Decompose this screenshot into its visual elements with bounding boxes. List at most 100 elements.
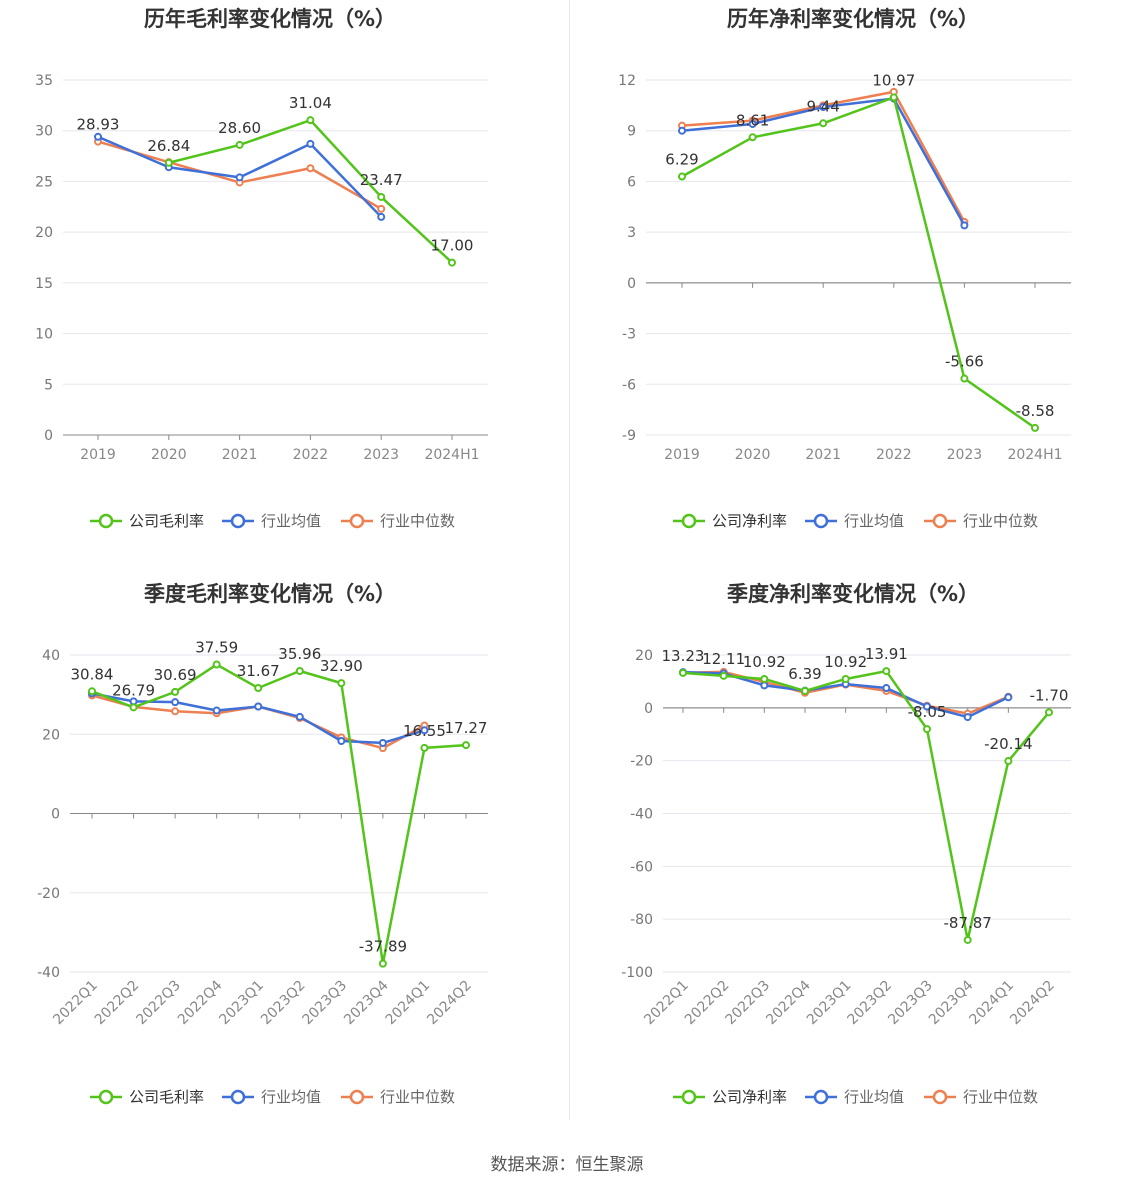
legend-label: 行业均值 [844,512,904,530]
series-point-0 [882,667,891,676]
series-line-0 [681,96,1036,429]
series-point-0 [1045,708,1053,717]
chart-title: 历年净利率变化情况（%） [727,7,979,31]
data-label: 12.11 [702,650,745,668]
panel-divider [569,0,570,1120]
y-tick-label: 9 [627,124,636,140]
data-label: -8.58 [1016,402,1055,420]
legend-label: 行业中位数 [963,512,1038,530]
legend-label: 行业均值 [844,1088,904,1106]
data-label: -20.14 [984,735,1032,753]
y-tick-label: -80 [630,912,653,928]
x-tick-label: 2023 [947,447,983,463]
series-point-1 [306,139,315,148]
data-label: 35.96 [278,645,321,663]
y-tick-label: 3 [627,225,636,241]
legend-marker [813,513,829,529]
data-label: 13.91 [865,645,908,663]
legend-label: 行业均值 [261,512,321,530]
legend-marker [813,1089,829,1105]
x-tick-label: 2022Q4 [175,977,226,1028]
chart-annual-gross-margin: 历年毛利率变化情况（%） 0 5 10 15 20 25 30 35 2019 2020 2021 20… [0,0,567,575]
data-label: 10.92 [824,653,867,671]
x-tick-label: 2023Q2 [258,978,309,1029]
series-point-0 [378,959,387,968]
data-label: 31.04 [289,94,332,112]
y-tick-label: -6 [622,377,636,393]
series-point-0 [960,374,969,383]
legend-marker [681,513,697,529]
legend-label: 行业均值 [261,1088,321,1106]
series-point-1 [420,726,429,735]
chart-title: 季度毛利率变化情况（%） [144,582,396,606]
series-point-0 [420,743,429,752]
x-tick-label: 2022Q2 [92,978,143,1029]
legend-marker [230,1089,246,1105]
y-tick-label: -60 [630,859,653,875]
y-tick-label: 40 [42,648,60,664]
x-tick-label: 2022Q1 [50,978,101,1029]
series-point-1 [1004,693,1013,702]
series-point-0 [719,671,728,680]
series-point-2 [377,204,386,213]
y-tick-label: 5 [44,377,53,393]
series-point-1 [378,738,387,747]
chart-annual-gross-margin-svg: 历年毛利率变化情况（%） 0 5 10 15 20 25 30 35 2019 2020 2021 20… [35,7,488,530]
data-label: 13.23 [662,647,705,665]
legend-marker [932,1089,948,1105]
data-label: 17.00 [431,237,474,255]
series-point-0 [1031,423,1039,432]
data-label: -37.89 [359,938,407,956]
data-label: 16.55 [403,722,446,740]
x-tick-label: 2023Q1 [216,978,267,1029]
x-tick-label: 2024Q2 [1007,978,1058,1029]
data-label: 9.44 [806,97,839,115]
series-point-0 [819,119,828,128]
x-tick-label: 2023Q4 [341,977,392,1028]
series-point-1 [819,103,828,112]
series-point-0 [129,703,138,712]
legend-marker [230,513,246,529]
series-point-0 [678,172,686,181]
data-label: 28.60 [218,119,261,137]
y-tick-label: 15 [35,276,53,292]
series-point-1 [748,119,757,128]
series-point-0 [760,674,769,683]
series-point-0 [1004,757,1013,766]
data-label: 26.84 [147,137,190,155]
series-point-2 [306,164,315,173]
x-tick-label: 2022 [876,447,912,463]
legend-marker [349,513,365,529]
series-point-0 [377,192,386,201]
y-tick-label: -40 [37,965,60,981]
y-tick-label: 35 [35,73,53,89]
y-tick-label: 20 [42,727,60,743]
y-tick-label: 0 [644,701,653,717]
y-tick-label: -9 [622,428,636,444]
series-point-1 [760,681,769,690]
series-point-0 [448,258,456,267]
series-point-0 [801,686,809,695]
y-tick-label: -100 [621,965,653,981]
series-point-0 [88,687,96,696]
series-point-0 [923,725,931,734]
series-point-1 [212,706,221,715]
series-point-1 [377,212,386,221]
y-tick-label: -40 [630,807,653,823]
x-tick-label: 2021 [222,447,258,463]
legend-label: 行业中位数 [963,1088,1038,1106]
chart-title: 历年毛利率变化情况（%） [144,7,396,31]
y-tick-label: -20 [37,886,60,902]
y-tick-label: 30 [35,124,53,140]
legend-label: 公司毛利率 [129,512,204,530]
series-point-0 [254,684,263,693]
x-tick-label: 2023 [363,447,399,463]
chart-quarterly-gross-margin-svg: 季度毛利率变化情况（%）-40-20020402022Q12022Q22022Q… [37,582,488,1106]
series-point-1 [963,713,972,722]
legend-marker [98,1089,114,1105]
series-point-0 [295,667,304,676]
x-tick-label: 2020 [151,447,187,463]
y-tick-label: -3 [622,327,636,343]
data-label: 30.84 [71,665,114,683]
series-point-0 [171,687,180,696]
